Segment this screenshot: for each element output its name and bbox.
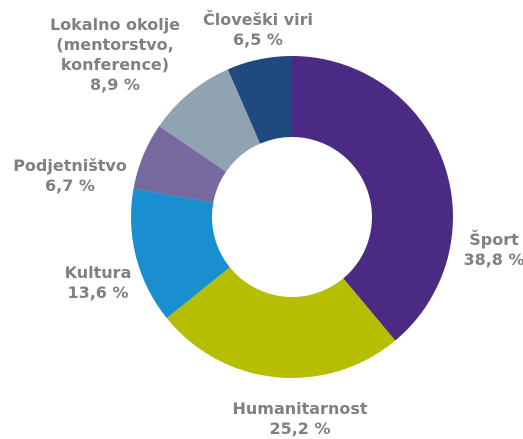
value-label: 8,9 % <box>90 75 140 94</box>
category-label: Človeški viri <box>203 10 314 29</box>
slice-label: Kultura 13,6 % <box>53 263 143 303</box>
category-label: Kultura <box>64 263 132 282</box>
category-label: Podjetništvo <box>13 156 127 175</box>
value-label: 13,6 % <box>67 283 129 302</box>
category-label: Šport <box>469 230 519 249</box>
slice-label: Šport 38,8 % <box>449 230 523 270</box>
slice-label: Humanitarnost 25,2 % <box>215 399 385 439</box>
slice-label: Človeški viri 6,5 % <box>203 10 313 50</box>
category-label: Humanitarnost <box>232 399 368 418</box>
donut-slice <box>130 188 230 319</box>
slice-label: Podjetništvo 6,7 % <box>0 156 140 196</box>
donut-slice <box>133 126 226 203</box>
value-label: 25,2 % <box>269 419 331 438</box>
donut-slice <box>292 56 454 341</box>
donut-slice <box>227 56 292 144</box>
slice-label: Lokalno okolje (mentorstvo, konference) 8… <box>25 15 205 95</box>
value-label: 6,7 % <box>45 176 95 195</box>
donut-slice <box>166 267 396 379</box>
value-label: 6,5 % <box>233 30 283 49</box>
value-label: 38,8 % <box>463 250 523 269</box>
category-label: Lokalno okolje (mentorstvo, konference) <box>49 15 181 74</box>
donut-slice <box>159 69 261 172</box>
